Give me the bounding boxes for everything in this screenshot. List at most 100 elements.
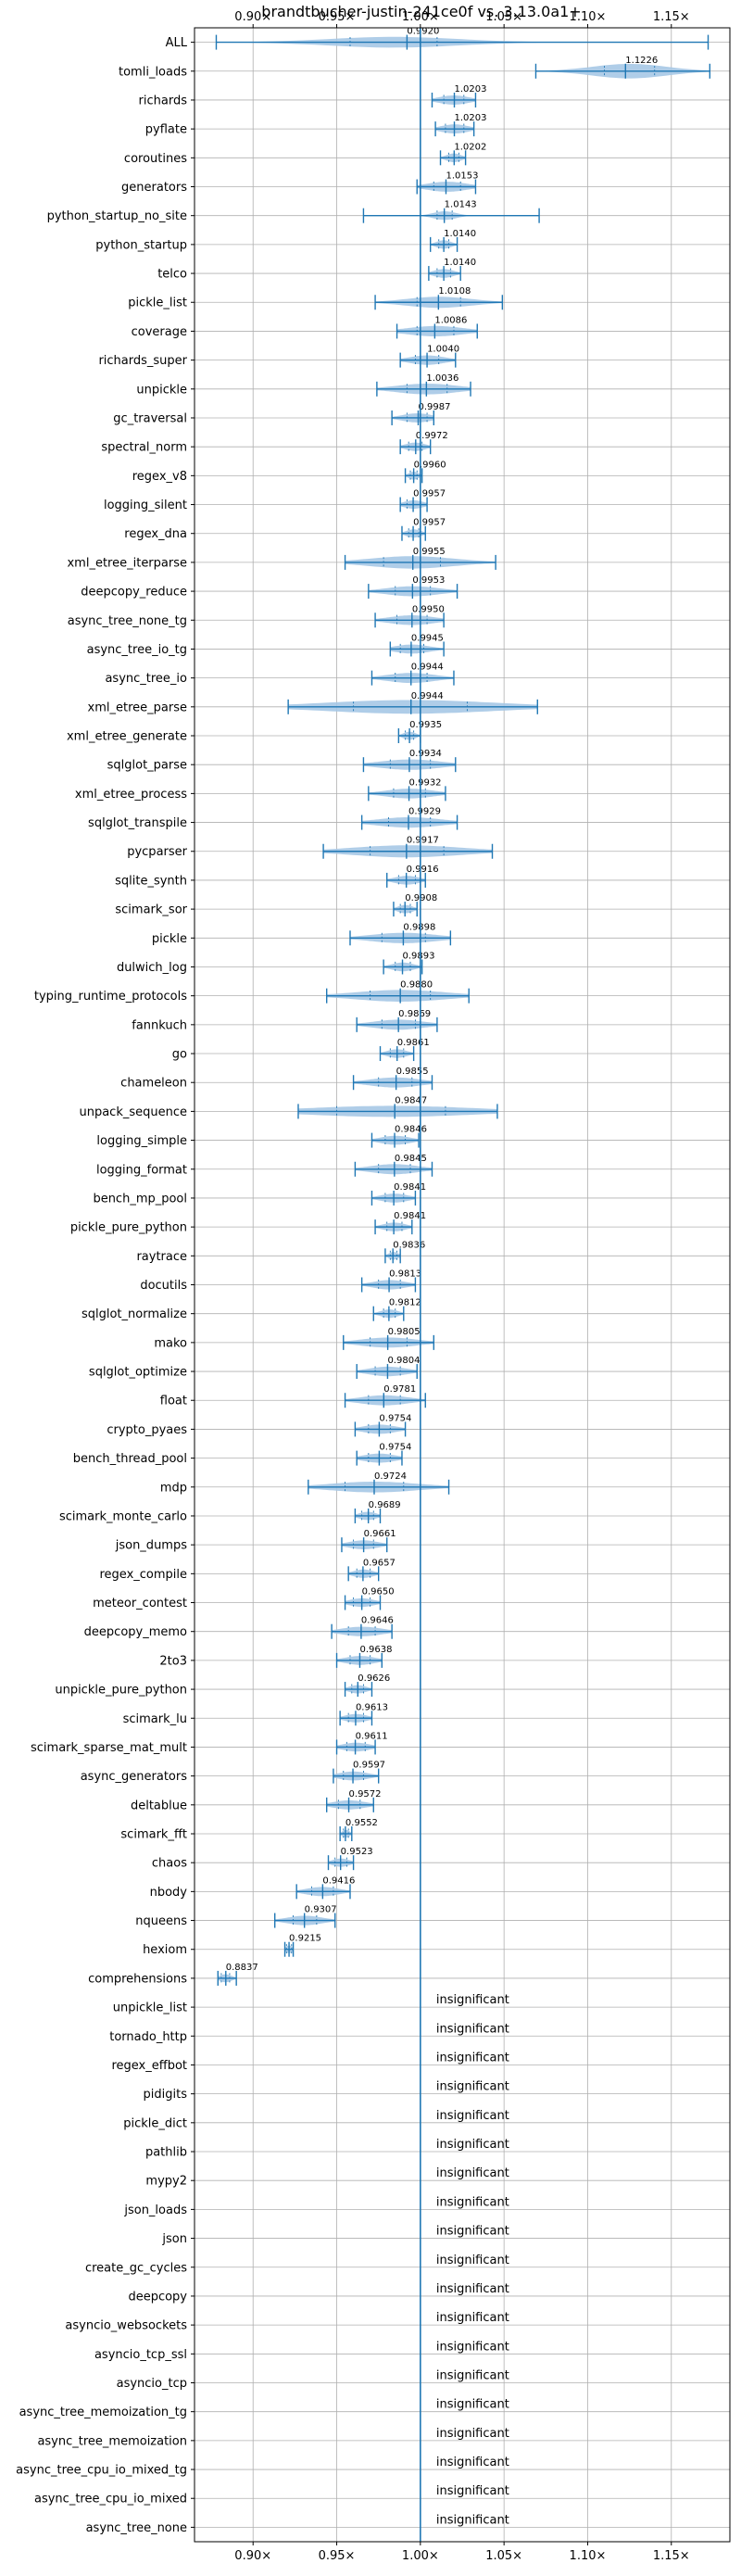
x-tick-label-top: 0.95× — [319, 10, 356, 24]
category-label-asyncio_tcp: asyncio_tcp — [117, 2377, 187, 2391]
insignificant-label: insignificant — [436, 2051, 509, 2065]
category-label-logging_silent: logging_silent — [104, 499, 187, 512]
category-label-python_startup_no_site: python_startup_no_site — [47, 209, 187, 223]
value-label-pickle_pure_python: 0.9841 — [394, 1211, 426, 1221]
value-label-regex_v8: 0.9960 — [414, 460, 446, 470]
value-label-richards_super: 1.0040 — [427, 345, 459, 355]
category-label-nbody: nbody — [150, 1886, 188, 1900]
category-label-sqlglot_parse: sqlglot_parse — [107, 759, 187, 773]
x-tick-label-top: 1.10× — [570, 10, 607, 24]
category-label-logging_format: logging_format — [96, 1163, 187, 1177]
category-label-pidigits: pidigits — [144, 2088, 188, 2102]
category-label-sqlglot_transpile: sqlglot_transpile — [88, 816, 187, 830]
value-label-async_tree_io_tg: 0.9945 — [411, 633, 444, 643]
category-label-nqueens: nqueens — [135, 1914, 187, 1928]
value-label-mako: 0.9805 — [388, 1327, 421, 1337]
category-label-sqlglot_normalize: sqlglot_normalize — [82, 1307, 187, 1321]
category-label-async_tree_io_tg: async_tree_io_tg — [87, 643, 187, 657]
category-label-json: json — [161, 2232, 187, 2246]
category-label-pickle_pure_python: pickle_pure_python — [70, 1221, 187, 1235]
category-label-regex_compile: regex_compile — [99, 1568, 187, 1582]
value-label-pickle_list: 1.0108 — [438, 286, 471, 297]
category-label-json_loads: json_loads — [123, 2203, 187, 2217]
x-tick-label-bottom: 1.15× — [653, 2549, 690, 2563]
category-label-asyncio_websockets: asyncio_websockets — [65, 2319, 187, 2333]
value-label-float: 0.9781 — [383, 1384, 416, 1395]
category-label-logging_simple: logging_simple — [96, 1134, 187, 1148]
category-label-unpickle_list: unpickle_list — [113, 2001, 187, 2015]
value-label-sqlglot_parse: 0.9934 — [409, 749, 442, 759]
category-label-mypy2: mypy2 — [145, 2175, 187, 2189]
category-label-tomli_loads: tomli_loads — [119, 65, 187, 79]
insignificant-label: insignificant — [436, 2080, 509, 2094]
insignificant-label: insignificant — [436, 2427, 509, 2441]
category-label-crypto_pyaes: crypto_pyaes — [107, 1423, 187, 1437]
category-label-deepcopy_reduce: deepcopy_reduce — [81, 586, 187, 600]
value-label-comprehensions: 0.8837 — [226, 1963, 258, 1973]
value-label-async_tree_none_tg: 0.9950 — [412, 604, 445, 614]
value-label-bench_thread_pool: 0.9754 — [379, 1443, 411, 1453]
category-label-coroutines: coroutines — [124, 152, 187, 166]
category-label-sqlite_synth: sqlite_synth — [115, 874, 187, 888]
category-label-mdp: mdp — [160, 1481, 187, 1495]
insignificant-label: insignificant — [436, 2225, 509, 2239]
category-label-scimark_lu: scimark_lu — [123, 1712, 187, 1726]
category-label-xml_etree_process: xml_etree_process — [75, 788, 187, 802]
category-label-unpickle_pure_python: unpickle_pure_python — [55, 1684, 187, 1698]
value-label-regex_compile: 0.9657 — [363, 1558, 396, 1568]
category-label-deltablue: deltablue — [131, 1799, 187, 1812]
category-label-xml_etree_generate: xml_etree_generate — [67, 730, 187, 744]
value-label-scimark_monte_carlo: 0.9689 — [369, 1500, 401, 1510]
category-label-mako: mako — [154, 1336, 187, 1350]
value-label-raytrace: 0.9836 — [393, 1240, 425, 1250]
x-tick-label-top: 1.05× — [485, 10, 522, 24]
category-label-docutils: docutils — [140, 1279, 187, 1293]
value-label-telco: 1.0140 — [444, 258, 476, 268]
category-label-async_tree_none_tg: async_tree_none_tg — [68, 614, 187, 628]
value-label-meteor_contest: 0.9650 — [362, 1587, 395, 1597]
insignificant-label: insignificant — [436, 2340, 509, 2354]
category-label-xml_etree_iterparse: xml_etree_iterparse — [67, 556, 187, 570]
category-label-richards: richards — [139, 94, 188, 107]
category-label-regex_effbot: regex_effbot — [111, 2059, 187, 2073]
value-label-go: 0.9861 — [397, 1038, 430, 1048]
insignificant-label: insignificant — [436, 2484, 509, 2498]
value-label-chameleon: 0.9855 — [396, 1067, 429, 1077]
value-label-sqlglot_normalize: 0.9812 — [389, 1298, 421, 1308]
category-label-typing_runtime_protocols: typing_runtime_protocols — [34, 990, 187, 1004]
category-label-gc_traversal: gc_traversal — [113, 411, 187, 425]
value-label-hexiom: 0.9215 — [289, 1934, 321, 1944]
violin-layer — [215, 34, 711, 1986]
value-label-unpickle_pure_python: 0.9626 — [358, 1673, 390, 1684]
value-label-scimark_fft: 0.9552 — [345, 1818, 378, 1828]
chart-title: brandtbucher-justin-241ce0f vs. 3.13.0a1… — [261, 3, 581, 20]
value-label-regex_dna: 0.9957 — [413, 518, 446, 528]
category-label-async_generators: async_generators — [81, 1770, 188, 1784]
category-label-deepcopy: deepcopy — [128, 2290, 187, 2304]
x-tick-label-top: 1.15× — [653, 10, 690, 24]
grid-layer — [195, 28, 730, 2542]
value-label-deepcopy_memo: 0.9646 — [361, 1616, 394, 1626]
value-label-deepcopy_reduce: 0.9953 — [412, 575, 445, 586]
category-label-hexiom: hexiom — [143, 1943, 187, 1957]
insignificant-label: insignificant — [436, 2368, 509, 2382]
insignificant-label: insignificant — [436, 2398, 509, 2412]
x-tick-label-bottom: 0.90× — [234, 2549, 271, 2563]
category-label-ALL: ALL — [166, 36, 188, 50]
category-label-raytrace: raytrace — [136, 1250, 187, 1264]
category-label-deepcopy_memo: deepcopy_memo — [84, 1625, 187, 1639]
category-label-fannkuch: fannkuch — [132, 1018, 187, 1032]
category-label-pyflate: pyflate — [145, 123, 187, 137]
value-label-docutils: 0.9813 — [389, 1269, 421, 1280]
category-label-regex_dna: regex_dna — [124, 527, 187, 541]
value-label-gc_traversal: 0.9987 — [418, 402, 450, 412]
value-label-ALL: 0.9920 — [407, 27, 439, 37]
category-label-unpickle: unpickle — [136, 383, 187, 397]
x-tick-label-bottom: 1.10× — [570, 2549, 607, 2563]
category-label-pycparser: pycparser — [127, 845, 187, 859]
category-label-async_tree_memoization: async_tree_memoization — [37, 2434, 187, 2448]
insignificant-label: insignificant — [436, 1993, 509, 2007]
category-label-python_startup: python_startup — [95, 238, 187, 252]
value-label-tomli_loads: 1.1226 — [625, 56, 658, 66]
insignificant-label: insignificant — [436, 2195, 509, 2209]
